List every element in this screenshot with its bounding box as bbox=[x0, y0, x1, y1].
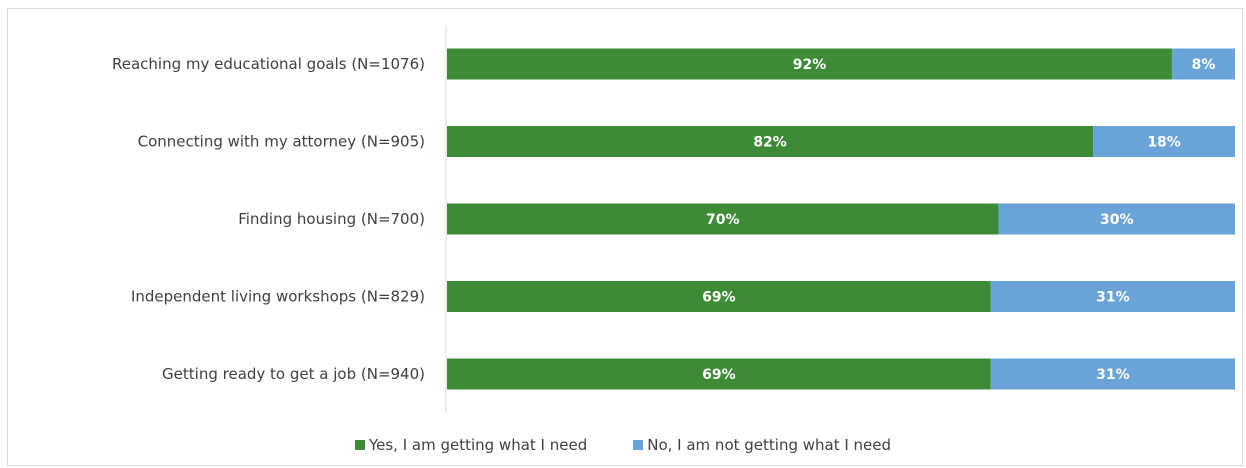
category-label: Reaching my educational goals (N=1076) bbox=[112, 55, 425, 73]
stacked-bar-chart: Reaching my educational goals (N=1076) 92… bbox=[112, 25, 1235, 413]
legend-item-yes: Yes, I am getting what I need bbox=[354, 436, 588, 454]
category-label: Finding housing (N=700) bbox=[238, 210, 425, 228]
data-label-yes: 70% bbox=[706, 212, 740, 228]
data-label-yes: 69% bbox=[702, 367, 736, 383]
data-label-yes: 82% bbox=[753, 135, 787, 151]
bar-segment-no bbox=[990, 358, 1235, 390]
bar-segment-yes bbox=[447, 281, 991, 312]
bar-segment-no bbox=[998, 203, 1235, 235]
category-label: Getting ready to get a job (N=940) bbox=[162, 365, 425, 383]
data-label-no: 31% bbox=[1096, 290, 1130, 306]
bar-segment-no bbox=[1171, 48, 1235, 80]
data-label-no: 18% bbox=[1147, 135, 1181, 151]
legend-swatch-yes bbox=[354, 440, 365, 450]
legend-label-yes: Yes, I am getting what I need bbox=[368, 436, 588, 454]
data-label-no: 8% bbox=[1192, 57, 1216, 73]
bars-layer bbox=[447, 48, 1235, 390]
legend: Yes, I am getting what I need No, I am n… bbox=[0, 433, 1246, 457]
chart-frame bbox=[7, 8, 1243, 466]
legend-item-no: No, I am not getting what I need bbox=[633, 436, 891, 454]
bar-segment-no bbox=[1093, 126, 1235, 157]
data-label-no: 31% bbox=[1096, 367, 1130, 383]
data-label-no: 30% bbox=[1100, 212, 1134, 228]
bar-segment-yes bbox=[447, 126, 1094, 157]
legend-label-no: No, I am not getting what I need bbox=[647, 436, 892, 454]
bar-segment-yes bbox=[447, 358, 991, 390]
category-label: Independent living workshops (N=829) bbox=[131, 288, 425, 306]
data-label-yes: 92% bbox=[793, 57, 827, 73]
labels-layer: Reaching my educational goals (N=1076) 92… bbox=[112, 55, 1215, 383]
bar-segment-yes bbox=[447, 48, 1172, 80]
legend-swatch-no bbox=[633, 440, 644, 450]
bar-segment-yes bbox=[447, 203, 999, 235]
data-label-yes: 69% bbox=[702, 290, 736, 306]
category-label: Connecting with my attorney (N=905) bbox=[138, 133, 425, 151]
bar-segment-no bbox=[990, 281, 1235, 312]
